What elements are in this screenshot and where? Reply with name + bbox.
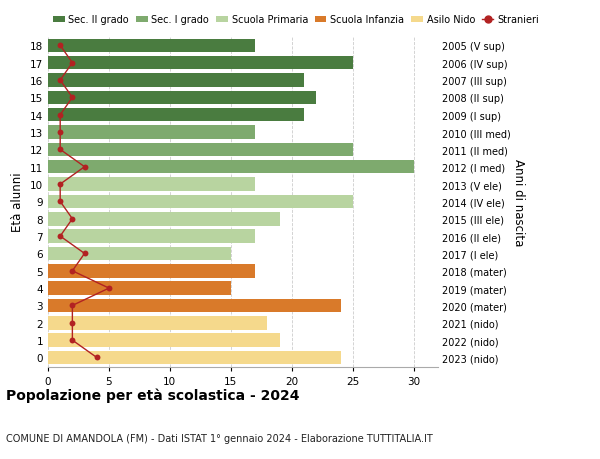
Point xyxy=(68,337,77,344)
Point xyxy=(92,354,101,361)
Text: Popolazione per età scolastica - 2024: Popolazione per età scolastica - 2024 xyxy=(6,388,299,403)
Legend: Sec. II grado, Sec. I grado, Scuola Primaria, Scuola Infanzia, Asilo Nido, Stran: Sec. II grado, Sec. I grado, Scuola Prim… xyxy=(53,15,539,25)
Y-axis label: Età alunni: Età alunni xyxy=(11,172,25,232)
Point xyxy=(104,285,114,292)
Bar xyxy=(48,299,341,313)
Point xyxy=(55,77,65,84)
Bar xyxy=(48,264,255,278)
Bar xyxy=(48,282,231,295)
Point xyxy=(55,129,65,136)
Bar xyxy=(48,143,353,157)
Bar xyxy=(48,57,353,70)
Bar xyxy=(48,213,280,226)
Bar xyxy=(48,230,255,243)
Point xyxy=(68,302,77,309)
Bar xyxy=(48,178,255,191)
Bar xyxy=(48,39,255,53)
Point xyxy=(55,112,65,119)
Point xyxy=(80,250,89,257)
Point xyxy=(55,233,65,240)
Bar xyxy=(48,126,255,140)
Point xyxy=(68,268,77,275)
Point xyxy=(68,216,77,223)
Bar xyxy=(48,195,353,209)
Bar xyxy=(48,161,413,174)
Bar xyxy=(48,334,280,347)
Point xyxy=(68,60,77,67)
Point xyxy=(55,181,65,188)
Bar xyxy=(48,109,304,122)
Point xyxy=(80,164,89,171)
Point xyxy=(55,43,65,50)
Bar xyxy=(48,247,231,261)
Text: COMUNE DI AMANDOLA (FM) - Dati ISTAT 1° gennaio 2024 - Elaborazione TUTTITALIA.I: COMUNE DI AMANDOLA (FM) - Dati ISTAT 1° … xyxy=(6,433,433,442)
Bar xyxy=(48,316,268,330)
Point xyxy=(68,319,77,327)
Point xyxy=(55,198,65,206)
Point xyxy=(55,146,65,154)
Bar xyxy=(48,91,316,105)
Bar xyxy=(48,74,304,88)
Point xyxy=(68,95,77,102)
Bar xyxy=(48,351,341,364)
Y-axis label: Anni di nascita: Anni di nascita xyxy=(512,158,525,246)
